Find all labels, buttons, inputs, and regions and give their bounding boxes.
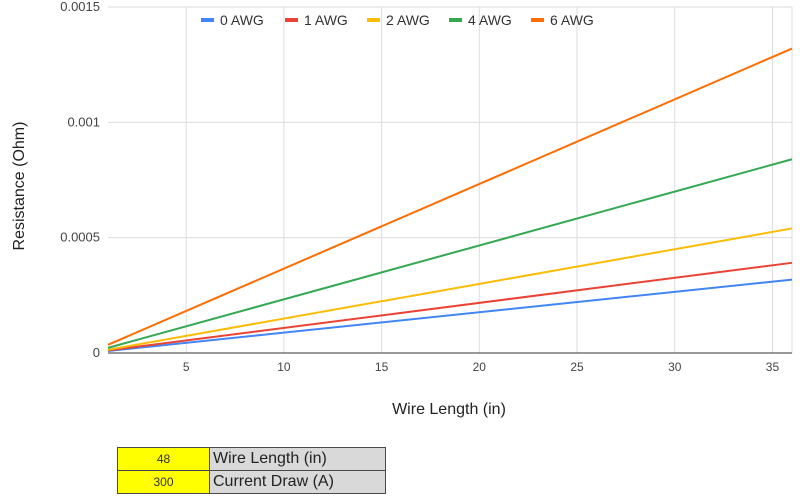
x-tick-label: 15 [375, 360, 389, 374]
series-line-2-awg [107, 227, 793, 351]
x-tick-label: 30 [668, 360, 682, 374]
legend-item[interactable]: 0 AWG [201, 12, 264, 28]
x-tick-label: 10 [277, 360, 291, 374]
x-tick-label: 5 [183, 360, 190, 374]
legend-label: 1 AWG [304, 12, 348, 28]
legend-label: 0 AWG [220, 12, 264, 28]
wire-length-label: Wire Length (in) [209, 447, 386, 471]
y-tick-label: 0.0015 [60, 0, 100, 14]
resistance-chart: 5 10 15 20 25 30 35 0 0.0005 0.001 0.0015 0 AWG 1 A… [11, 0, 793, 418]
legend-label: 4 AWG [468, 12, 512, 28]
input-row-current-draw: 300 Current Draw (A) [117, 470, 386, 494]
series-line-4-awg [107, 158, 793, 349]
series-line-1-awg [107, 261, 793, 352]
chart-grid [108, 6, 793, 354]
y-tick-label: 0.0005 [60, 230, 100, 245]
x-tick-label: 35 [766, 360, 780, 374]
input-table: 48 Wire Length (in) 300 Current Draw (A) [117, 447, 386, 494]
series-line-0-awg [107, 278, 793, 352]
current-draw-label: Current Draw (A) [209, 470, 386, 494]
series-line-6-awg [107, 47, 793, 346]
x-axis-label: Wire Length (in) [392, 401, 506, 418]
legend-label: 2 AWG [386, 12, 430, 28]
legend-swatch [449, 18, 462, 22]
y-tick-label: 0.001 [67, 114, 100, 129]
legend-item[interactable]: 6 AWG [531, 12, 594, 28]
input-row-wire-length: 48 Wire Length (in) [117, 447, 386, 471]
legend-label: 6 AWG [550, 12, 594, 28]
x-tick-label: 20 [473, 360, 487, 374]
chart-tick-labels: 5 10 15 20 25 30 35 0 0.0005 0.001 0.0015 [60, 0, 779, 374]
legend-item[interactable]: 2 AWG [367, 12, 430, 28]
y-axis-label: Resistance (Ohm) [11, 122, 28, 251]
current-draw-input[interactable]: 300 [117, 470, 210, 494]
legend-item[interactable]: 1 AWG [285, 12, 348, 28]
x-tick-label: 25 [570, 360, 584, 374]
legend-swatch [367, 18, 380, 22]
wire-length-input[interactable]: 48 [117, 447, 210, 471]
legend-item[interactable]: 4 AWG [449, 12, 512, 28]
y-tick-label: 0 [93, 345, 100, 360]
legend-swatch [285, 18, 298, 22]
chart-legend[interactable]: 0 AWG 1 AWG 2 AWG 4 AWG 6 AWG [201, 12, 594, 28]
legend-swatch [201, 18, 214, 22]
legend-swatch [531, 18, 544, 22]
chart-series-lines [107, 47, 793, 352]
